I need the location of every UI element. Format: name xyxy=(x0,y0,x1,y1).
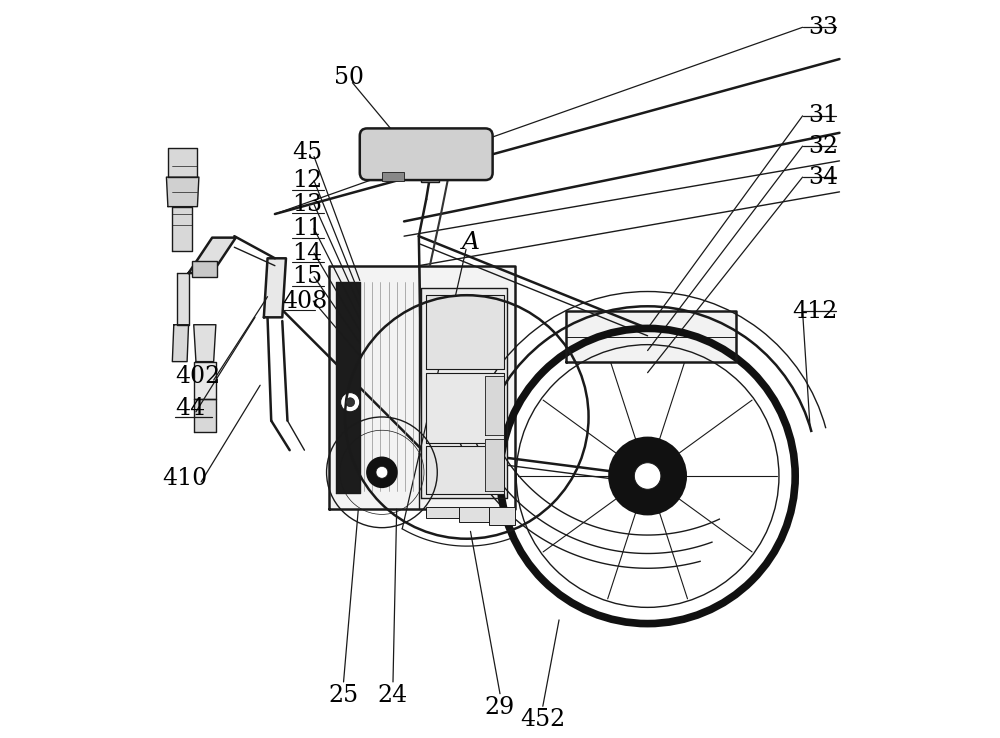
Text: 50: 50 xyxy=(334,66,364,89)
Text: 406: 406 xyxy=(445,137,490,161)
Polygon shape xyxy=(172,207,192,251)
Text: 45: 45 xyxy=(292,141,322,165)
Text: 11: 11 xyxy=(292,217,322,241)
Bar xyxy=(459,507,489,522)
Polygon shape xyxy=(336,282,360,493)
Text: 13: 13 xyxy=(292,193,322,216)
Polygon shape xyxy=(194,399,216,432)
Polygon shape xyxy=(329,266,515,509)
Circle shape xyxy=(376,466,388,478)
Polygon shape xyxy=(177,273,189,325)
Polygon shape xyxy=(194,362,216,399)
Circle shape xyxy=(346,398,355,407)
FancyBboxPatch shape xyxy=(360,128,493,180)
Text: 402: 402 xyxy=(175,365,221,388)
Polygon shape xyxy=(421,288,507,498)
Text: 410: 410 xyxy=(162,466,207,490)
Text: 25: 25 xyxy=(328,683,359,707)
Circle shape xyxy=(497,325,798,627)
Polygon shape xyxy=(189,238,236,273)
Polygon shape xyxy=(172,325,189,362)
Polygon shape xyxy=(166,177,199,207)
Polygon shape xyxy=(566,311,736,362)
Circle shape xyxy=(609,438,686,514)
Bar xyxy=(489,507,515,525)
Polygon shape xyxy=(426,446,504,494)
Circle shape xyxy=(634,463,661,489)
Polygon shape xyxy=(426,295,504,369)
Polygon shape xyxy=(426,373,504,443)
Text: A: A xyxy=(462,230,480,254)
Circle shape xyxy=(367,458,397,487)
Text: 452: 452 xyxy=(520,708,565,731)
Text: 408: 408 xyxy=(282,289,328,313)
Text: 412: 412 xyxy=(793,300,838,323)
Polygon shape xyxy=(485,376,504,435)
Polygon shape xyxy=(194,325,216,362)
Text: 12: 12 xyxy=(292,169,322,193)
Polygon shape xyxy=(168,148,197,177)
Polygon shape xyxy=(485,439,504,491)
Circle shape xyxy=(341,393,360,412)
Text: 29: 29 xyxy=(485,695,515,719)
Text: 32: 32 xyxy=(808,134,838,158)
Text: 44: 44 xyxy=(175,396,206,420)
Text: 24: 24 xyxy=(378,683,408,707)
Bar xyxy=(192,261,217,277)
Bar xyxy=(382,172,404,181)
Bar xyxy=(426,507,459,518)
Text: 15: 15 xyxy=(292,265,322,289)
Polygon shape xyxy=(264,258,286,317)
Bar xyxy=(421,172,439,182)
Text: 33: 33 xyxy=(808,15,838,39)
Text: 31: 31 xyxy=(808,104,838,128)
Text: 34: 34 xyxy=(808,165,838,189)
Text: 14: 14 xyxy=(292,241,322,265)
